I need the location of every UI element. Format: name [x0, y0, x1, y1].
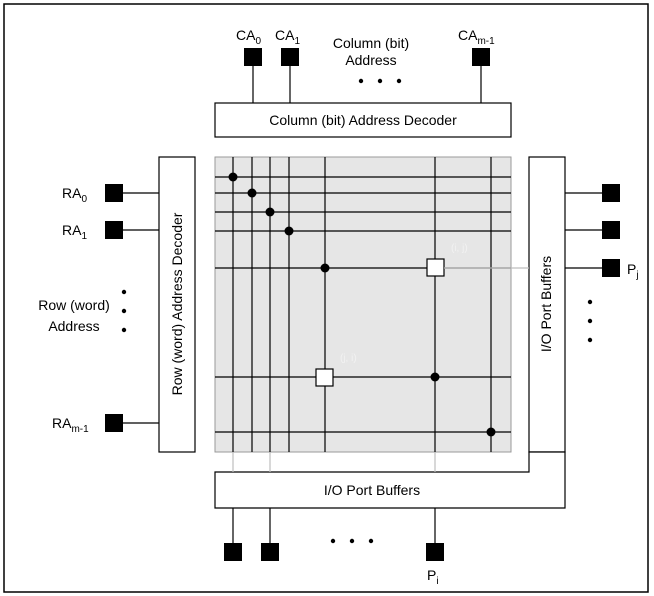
- connection-dot: [284, 226, 294, 236]
- row-address-decoder: [158, 156, 196, 453]
- row-pin-label-1: RA1: [62, 222, 87, 242]
- row-decoder-label: Row (word) Address Decoder: [169, 212, 185, 395]
- connection-dot: [486, 427, 496, 437]
- connection-dots: [228, 172, 496, 437]
- column-address-label-line1: Column (bit): [333, 35, 409, 51]
- row-pin-label-m-1: RAm-1: [52, 415, 89, 435]
- right-port-pin-0: [602, 184, 620, 202]
- bottom-ellipsis: [330, 538, 374, 544]
- column-lines: [232, 157, 492, 452]
- right-port-wires: [565, 192, 602, 269]
- row-address-label-line2: Address: [48, 318, 99, 334]
- row-address-pin-1: [105, 221, 123, 239]
- right-port-pin-j: [602, 259, 620, 277]
- bottom-port-pin-0: [224, 543, 242, 561]
- crosspoint-switch-ij: [426, 258, 445, 277]
- row-address-pin-m-1: [105, 414, 123, 432]
- column-address-label-line2: Address: [345, 52, 396, 68]
- column-address-pin-m-1: [472, 48, 490, 66]
- connection-dot: [265, 207, 275, 217]
- io-right-label: I/O Port Buffers: [538, 256, 554, 352]
- connection-dot: [320, 263, 330, 273]
- right-port-pin-1: [602, 221, 620, 239]
- row-pin-label-0: RA0: [62, 185, 87, 205]
- row-address-pin-0: [105, 184, 123, 202]
- connection-dot: [228, 172, 238, 182]
- column-address-pin-0: [244, 48, 262, 66]
- io-port-buffers-bottom: [214, 451, 566, 509]
- column-pin-label-0: CA0: [236, 27, 261, 47]
- port-i-label: Pi: [427, 567, 439, 587]
- crosspoint-label-ij: (i, j): [451, 243, 468, 254]
- crossbar-array: [214, 156, 512, 453]
- connection-dot: [430, 372, 440, 382]
- crosspoint-switch-ji: [315, 368, 334, 387]
- bottom-port-pin-i: [426, 543, 444, 561]
- column-address-pin-1: [281, 48, 299, 66]
- column-address-decoder: [214, 102, 512, 138]
- connection-dot: [247, 188, 257, 198]
- outer-frame: [3, 3, 649, 593]
- row-ellipsis: [121, 289, 127, 333]
- io-bottom-label: I/O Port Buffers: [324, 482, 420, 498]
- bottom-port-wires: [232, 508, 436, 545]
- row-pin-wires: [123, 192, 159, 424]
- bottom-port-pin-1: [261, 543, 279, 561]
- row-address-label-line1: Row (word): [38, 297, 110, 313]
- column-pin-wires: [252, 64, 482, 103]
- column-pin-label-m-1: CAm-1: [458, 27, 495, 47]
- column-ellipsis: [358, 78, 402, 84]
- crosspoint-label-ji: (j, i): [340, 353, 357, 364]
- right-ellipsis: [587, 299, 593, 343]
- bottom-traces: [232, 452, 436, 472]
- column-decoder-label: Column (bit) Address Decoder: [269, 112, 457, 128]
- port-j-label: Pj: [627, 261, 639, 281]
- column-pin-label-1: CA1: [275, 27, 300, 47]
